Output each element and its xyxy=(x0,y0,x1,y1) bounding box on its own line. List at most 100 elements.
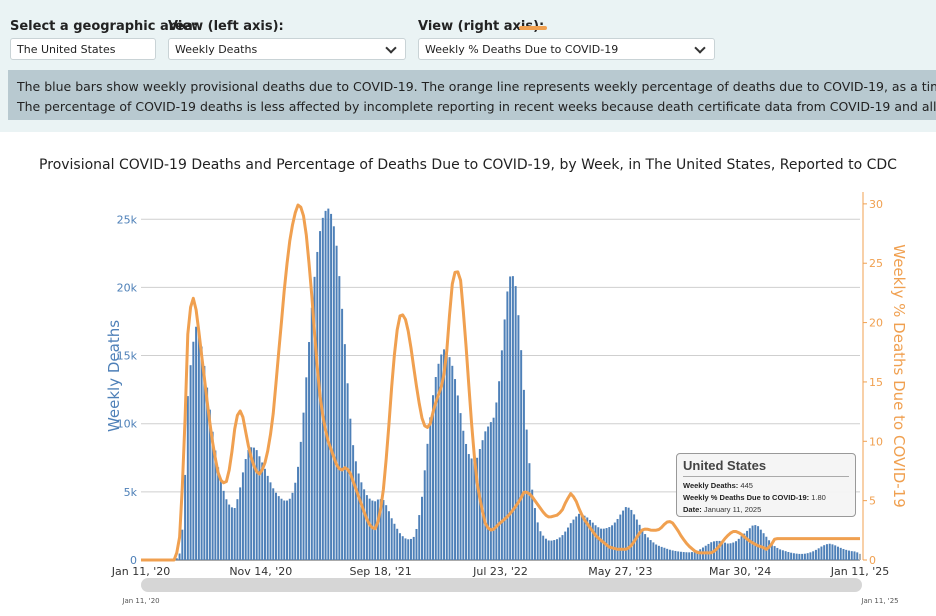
bar xyxy=(688,552,691,560)
bar xyxy=(401,536,404,560)
bar xyxy=(487,426,490,560)
right-axis-select[interactable]: Weekly % Deaths Due to COVID-19 xyxy=(418,38,715,60)
tooltip-date-value: January 11, 2025 xyxy=(703,505,762,514)
right-tick-label: 5 xyxy=(869,495,876,508)
bar xyxy=(600,528,603,560)
bar xyxy=(476,457,479,560)
left-axis-select[interactable]: Weekly Deaths xyxy=(168,38,406,60)
bar xyxy=(575,516,578,560)
bar xyxy=(316,251,319,561)
bar xyxy=(385,505,388,560)
bar xyxy=(787,552,790,560)
bar xyxy=(354,461,357,560)
bar xyxy=(197,333,200,560)
bar xyxy=(454,379,457,560)
bar xyxy=(470,458,473,560)
bar xyxy=(423,470,426,560)
bar xyxy=(674,550,677,560)
bar xyxy=(302,412,305,560)
bar xyxy=(481,440,484,560)
tooltip-date-row: Date: January 11, 2025 xyxy=(683,504,849,516)
tooltip-pct-row: Weekly % Deaths Due to COVID-19: 1.80 xyxy=(683,492,849,504)
bar xyxy=(759,529,762,560)
bar xyxy=(536,522,539,560)
bar xyxy=(646,537,649,560)
bar xyxy=(432,395,434,560)
bar xyxy=(677,551,680,560)
bar xyxy=(511,276,514,560)
bar xyxy=(834,545,837,560)
controls-panel: Select a geographic area: The United Sta… xyxy=(0,0,936,132)
bar xyxy=(426,443,429,560)
bar xyxy=(376,499,379,560)
bar xyxy=(252,447,255,560)
bar xyxy=(239,487,242,560)
bar xyxy=(724,542,727,560)
bar xyxy=(594,525,597,560)
bar xyxy=(448,357,451,560)
bar xyxy=(831,544,834,560)
tooltip-deaths-label: Weekly Deaths: xyxy=(683,481,739,490)
bar xyxy=(437,363,440,560)
left-tick-label: 0 xyxy=(130,554,137,567)
bar xyxy=(462,430,465,560)
bar xyxy=(859,553,861,560)
bar xyxy=(828,543,831,560)
bar xyxy=(847,550,850,560)
bar xyxy=(368,498,371,560)
bar xyxy=(591,522,594,560)
bar xyxy=(473,459,476,560)
bar xyxy=(274,492,277,560)
bar xyxy=(682,552,685,560)
bar xyxy=(255,450,258,560)
bar xyxy=(699,549,702,560)
bar xyxy=(352,445,355,560)
bar xyxy=(823,545,826,560)
bar xyxy=(655,544,658,560)
bar xyxy=(644,534,647,560)
bar xyxy=(365,495,368,560)
bar xyxy=(572,519,575,560)
bar xyxy=(206,387,209,560)
geo-area-select[interactable]: The United States xyxy=(10,38,156,60)
bar xyxy=(567,527,569,560)
bar xyxy=(690,552,693,560)
right-axis-title: Weekly % Deaths Due to COVID-19 xyxy=(890,244,908,508)
left-axis-value: Weekly Deaths xyxy=(175,43,258,56)
bar xyxy=(589,519,592,560)
bar xyxy=(522,389,525,560)
bar xyxy=(349,418,352,560)
right-tick-label: 10 xyxy=(869,435,883,448)
bar xyxy=(266,475,269,560)
bar xyxy=(456,395,459,560)
bar xyxy=(773,546,776,560)
x-tick-label: Jul 23, '22 xyxy=(472,565,528,578)
bar xyxy=(467,454,470,560)
bar xyxy=(305,377,308,560)
bar xyxy=(233,507,236,560)
left-tick-label: 20k xyxy=(117,281,138,294)
bar xyxy=(608,527,611,560)
bar xyxy=(754,525,757,560)
geo-area-label: Select a geographic area: xyxy=(10,19,198,34)
bar xyxy=(779,549,782,560)
bar xyxy=(330,213,333,560)
tooltip-pct-value: 1.80 xyxy=(811,493,826,502)
bar xyxy=(803,553,806,560)
bar xyxy=(509,276,512,560)
bar xyxy=(200,346,203,560)
bar xyxy=(801,553,804,560)
bar xyxy=(390,518,393,560)
bar xyxy=(241,472,244,560)
bar xyxy=(839,547,842,560)
bar xyxy=(175,558,178,560)
bar xyxy=(222,490,225,560)
left-tick-label: 15k xyxy=(117,350,138,363)
bar xyxy=(308,342,311,560)
bar xyxy=(489,422,492,560)
bar xyxy=(258,456,261,560)
bar xyxy=(616,518,619,560)
bar xyxy=(740,536,743,560)
bar xyxy=(338,276,341,560)
bar xyxy=(613,522,616,560)
